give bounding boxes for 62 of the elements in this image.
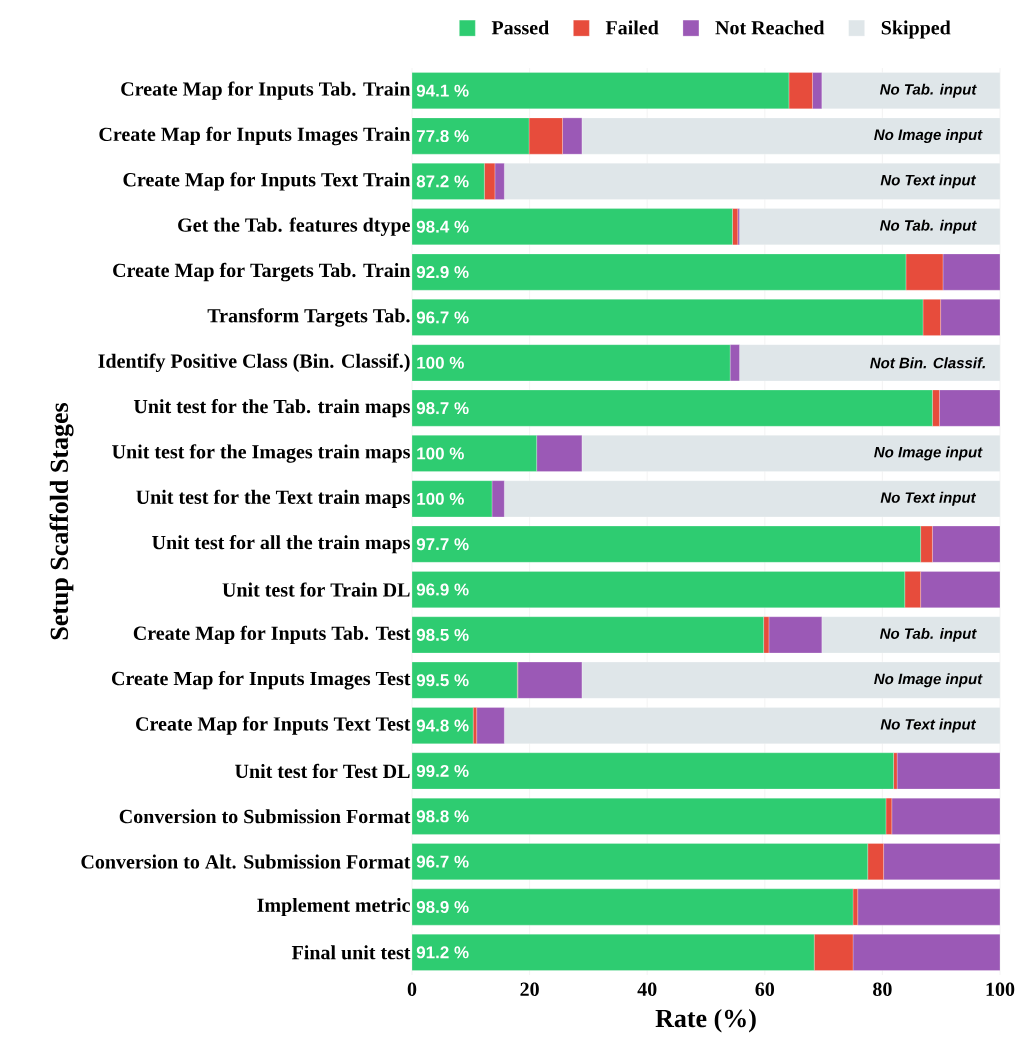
y-tick-label: Final unit test [291,945,411,960]
y-tick-label: Identify Positive Class (Bin. Classif.) [98,353,410,372]
y-tick-label: Implement metric [257,897,410,917]
data-label: No Text input [880,174,977,189]
annotation: 92.9 % [416,266,469,279]
annotation: 100 % [417,447,464,460]
y-tick-label: Create Map for Inputs Images Train [99,126,411,146]
y-tick-label: Conversion to Submission Format [119,809,411,824]
legend-label: Not Reached [715,20,825,35]
data-label: No Image input [874,446,983,461]
y-tick-label: Unit test for all the train maps [152,535,410,554]
y-tick-label: Unit test for Test DL [235,763,410,779]
data-label: No Tab. input [879,627,977,642]
legend-label: Failed [605,20,659,35]
annotation: 98.5 % [416,628,469,641]
annotation: 100 % [417,492,464,505]
y-tick-label: Get the Tab. features dtype [178,217,410,236]
x-tick-label: 0 [407,982,417,997]
y-tick-label: Create Map for Inputs Text Test [136,716,411,735]
annotation: 91.2 % [416,946,469,959]
annotation: 99.5 % [416,674,469,687]
annotation: 98.9 % [416,900,469,913]
data-label: No Tab. input [879,83,977,98]
annotation: 96.7 % [416,311,469,324]
legend-label: Skipped [881,20,951,39]
annotation: 96.9 % [416,583,469,596]
annotation: 94.8 % [416,719,469,732]
data-label: No Image input [874,129,983,143]
annotation: 100 % [417,356,464,369]
y-tick-label: Create Map for Targets Tab. Train [113,262,411,282]
annotation: 94.1 % [416,84,469,97]
y-tick-label: Unit test for Train DL [222,582,410,597]
annotation: 98.7 % [416,402,469,415]
y-axis-title: Setup Scaffold Stages [49,402,74,640]
y-tick-label: Transform Targets Tab. [207,308,410,327]
annotation: 97.7 % [416,538,469,551]
legend-label: Passed [491,20,550,35]
x-tick-label: 40 [637,982,657,997]
x-tick-label: 20 [520,982,539,997]
y-tick-label: Create Map for Inputs Text Train [123,172,411,191]
annotation: 77.8 % [416,130,469,143]
data-label: No Image input [874,673,983,688]
data-label: No Text input [880,718,977,733]
annotation: 98.8 % [416,810,469,823]
x-tick-label: 100 [986,982,1015,997]
x-tick-label: 60 [755,982,775,997]
data-label: No Tab. input [879,219,977,234]
annotation: 98.4 % [416,220,469,233]
y-tick-label: Create Map for Inputs Images Test [112,670,411,690]
annotation: 87.2 % [416,175,469,188]
data-label: No Text input [880,491,977,506]
x-tick-label: 80 [873,982,892,997]
y-tick-label: Create Map for Inputs Tab. Train [121,81,411,100]
data-label: Not Bin. Classif. [870,357,985,369]
annotation: 96.7 % [416,855,469,868]
y-tick-label: Unit test for the Text train maps [136,489,410,508]
y-tick-label: Unit test for the Tab. train maps [133,398,410,418]
y-tick-label: Create Map for Inputs Tab. Test [133,625,411,645]
y-tick-label: Unit test for the Images train maps [112,444,410,463]
x-axis-title: Rate (%) [655,1008,756,1033]
y-tick-label: Conversion to Alt. Submission Format [81,854,411,869]
annotation: 99.2 % [416,764,469,777]
